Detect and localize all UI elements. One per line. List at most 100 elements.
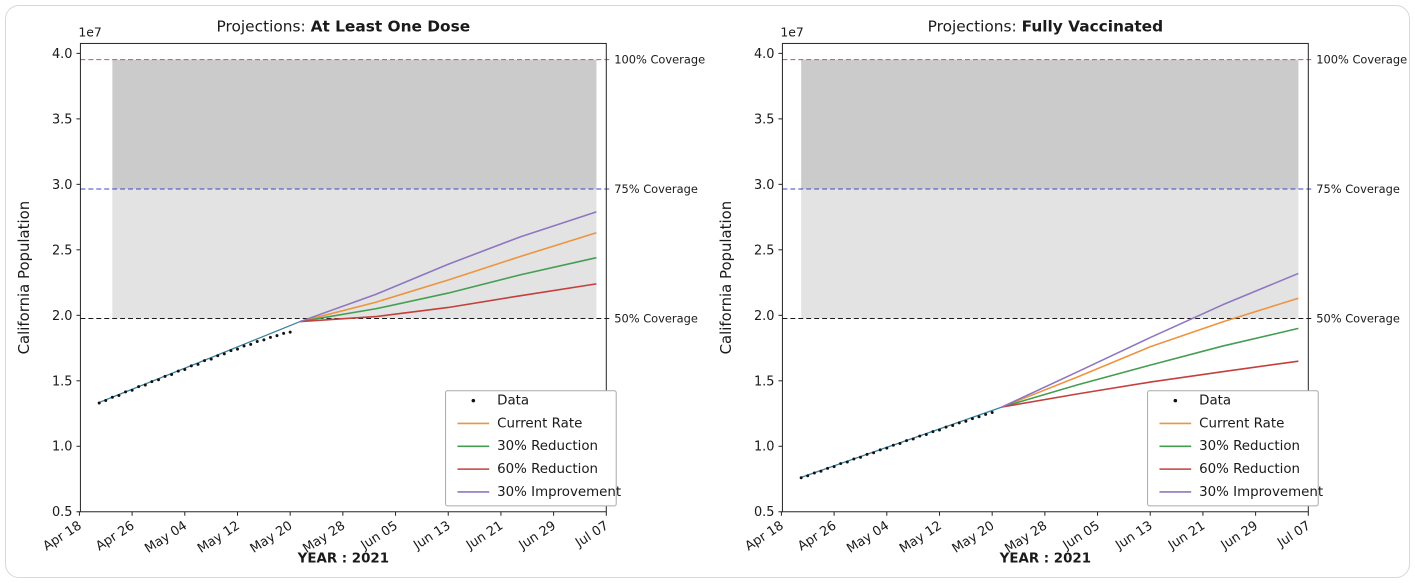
data-point <box>288 330 292 334</box>
y-axis-label: California Population <box>716 201 734 355</box>
legend-label: 60% Reduction <box>1199 462 1300 477</box>
series-30-reduction <box>299 256 597 323</box>
legend-label: 30% Improvement <box>1199 485 1323 500</box>
data-point <box>130 388 134 392</box>
data-point <box>222 352 226 356</box>
chart-panel-fully-vaccinated: 100% Coverage 75% Coverage 50% Coverage 0.5… <box>708 6 1410 577</box>
y-tick-label: 3.0 <box>753 178 773 193</box>
legend-label: 30% Reduction <box>1199 439 1300 454</box>
coverage-line-label: 75% Coverage <box>614 182 698 196</box>
data-point <box>937 428 941 432</box>
legend-frame <box>1146 390 1319 507</box>
x-tick-label: May 20 <box>949 518 997 556</box>
x-tick-label: Jul 07 <box>572 518 611 551</box>
coverage-line-label: 50% Coverage <box>1316 311 1400 325</box>
legend-label: Current Rate <box>1199 416 1284 431</box>
x-tick-label: Apr 18 <box>742 518 786 554</box>
x-tick-label: Apr 26 <box>795 518 839 554</box>
y-tick-label: 1.0 <box>52 440 72 455</box>
coverage-line-label: 75% Coverage <box>1316 182 1400 196</box>
x-tick-label: May 04 <box>142 518 190 556</box>
data-point <box>818 469 822 473</box>
data-point <box>183 368 187 371</box>
chart-title: Projections: Fully Vaccinated <box>927 18 1163 36</box>
data-point <box>235 347 239 351</box>
coverage-band <box>112 59 597 190</box>
data-point <box>878 448 882 452</box>
x-tick-label: Jun 13 <box>410 518 453 553</box>
data-point <box>255 340 259 343</box>
legend-item-30-improvement: 30% Improvement <box>457 485 621 500</box>
data-point <box>216 354 220 358</box>
y-tick-label: 2.5 <box>52 243 72 258</box>
data-point <box>812 471 816 475</box>
legend-item-current-rate: Current Rate <box>457 416 582 431</box>
data-point <box>282 331 286 335</box>
chart-title: Projections: At Least One Dose <box>217 18 471 36</box>
data-point <box>150 380 154 384</box>
data-point <box>249 342 253 346</box>
y-tick-label: 2.0 <box>753 309 773 324</box>
data-point <box>157 378 160 382</box>
data-point <box>884 446 888 450</box>
data-point <box>838 462 842 466</box>
x-tick-label: May 04 <box>844 518 892 556</box>
data-point <box>104 399 108 403</box>
x-tick-label: Jun 05 <box>358 518 401 553</box>
y-tick-label: 2.0 <box>52 309 72 324</box>
y-tick-label: 4.0 <box>753 47 773 62</box>
data-point <box>262 338 266 342</box>
legend-item-60-reduction: 60% Reduction <box>1158 462 1300 477</box>
y-tick-label: 4.0 <box>52 47 72 62</box>
legend-item-60-reduction: 60% Reduction <box>457 462 598 477</box>
legend-item-data: Data <box>1173 394 1231 409</box>
x-tick-label: Apr 18 <box>41 518 85 554</box>
at-least-one-dose-chart-svg: 100% Coverage 75% Coverage 50% Coverage 0.5… <box>15 18 705 567</box>
legend-label: 30% Reduction <box>497 439 598 454</box>
x-tick-label: May 12 <box>195 518 243 556</box>
y-tick-label: 0.5 <box>52 505 72 520</box>
data-point <box>268 335 272 339</box>
x-tick-label: Jun 21 <box>1165 518 1208 553</box>
legend-label: 60% Reduction <box>497 462 598 477</box>
axis-offset-label: 1e7 <box>78 24 101 39</box>
data-point <box>944 425 948 429</box>
series-current-rate <box>299 232 597 323</box>
data-point <box>871 451 875 455</box>
coverage-line-label: 50% Coverage <box>614 311 698 325</box>
y-tick-label: 1.0 <box>753 440 773 455</box>
legend-frame <box>445 390 617 507</box>
data-point <box>832 465 836 469</box>
fully-vaccinated-chart-svg: 100% Coverage 75% Coverage 50% Coverage 0.5… <box>716 18 1406 567</box>
data-point <box>990 410 994 414</box>
legend-dot-marker <box>1173 398 1177 403</box>
data-point <box>203 359 207 363</box>
data-point <box>189 364 193 368</box>
legend-item-30-improvement: 30% Improvement <box>1158 485 1323 500</box>
data-point <box>851 457 855 461</box>
figure-card: 100% Coverage 75% Coverage 50% Coverage 0.5… <box>5 5 1410 578</box>
data-point <box>963 419 967 423</box>
y-tick-label: 0.5 <box>753 505 773 520</box>
x-axis: Apr 18 Apr 26 May 04 May 12 May 20 May 28 Jun … <box>41 511 611 557</box>
data-point <box>143 383 147 387</box>
x-axis-label: YEAR : 2021 <box>297 551 389 566</box>
data-point <box>170 373 174 377</box>
x-tick-label: Jun 29 <box>516 518 559 553</box>
data-point <box>976 415 980 419</box>
data-point <box>124 390 128 394</box>
x-tick-label: Jul 07 <box>1274 518 1313 551</box>
chart-panel-at-least-one-dose: 100% Coverage 75% Coverage 50% Coverage 0.5… <box>6 6 708 577</box>
data-point <box>97 401 101 405</box>
data-point <box>110 395 114 399</box>
y-tick-label: 1.5 <box>52 374 72 389</box>
legend-label: Current Rate <box>497 416 582 431</box>
data-point <box>917 434 921 438</box>
legend: Data Current Rate 30% Reduction 60% Reducti… <box>1146 390 1323 507</box>
x-tick-label: Jun 13 <box>1112 518 1155 553</box>
y-tick-label: 3.0 <box>52 178 72 193</box>
y-axis-label: California Population <box>15 201 33 355</box>
coverage-band <box>112 189 597 319</box>
data-point <box>799 476 803 480</box>
data-point <box>891 443 895 447</box>
